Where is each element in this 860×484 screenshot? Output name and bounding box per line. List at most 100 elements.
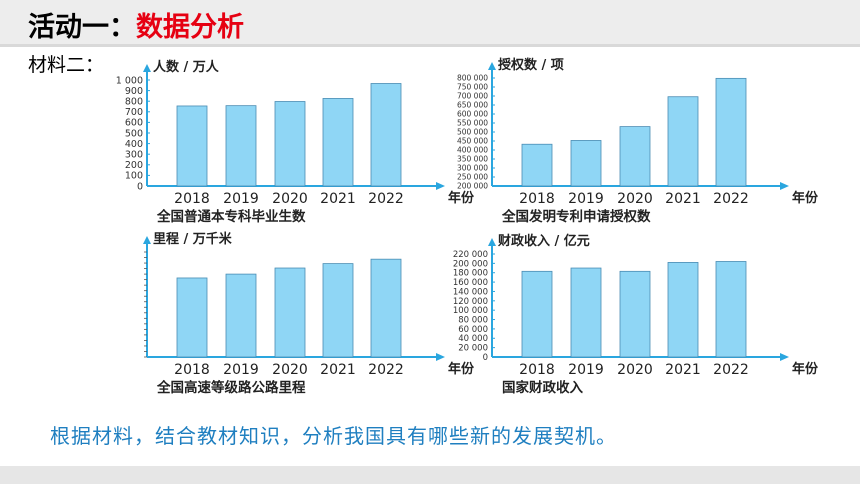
x-tick-label: 2019 bbox=[568, 362, 604, 378]
bar bbox=[274, 267, 306, 358]
bar bbox=[715, 77, 747, 187]
y-tick-label: 120 000 bbox=[453, 297, 488, 307]
y-tick-label: 300 bbox=[125, 150, 143, 161]
y-tick-label: 900 bbox=[125, 86, 143, 97]
x-tick-label: 2018 bbox=[174, 362, 210, 378]
y-axis-label: 里程 / 万千米 bbox=[153, 231, 233, 247]
page-title: 活动一：数据分析 bbox=[28, 5, 244, 44]
x-tick-label: 2018 bbox=[519, 362, 555, 378]
x-tick-label: 2022 bbox=[368, 191, 404, 207]
x-axis-label: 年份 bbox=[792, 190, 819, 206]
x-tick-label: 2020 bbox=[272, 191, 308, 207]
bar bbox=[176, 277, 208, 358]
chart-title: 全国高速等级路公路里程 bbox=[156, 379, 306, 396]
x-tick-label: 2018 bbox=[519, 191, 555, 207]
y-tick-label: 140 000 bbox=[453, 287, 488, 297]
chart-title: 全国普通本专科毕业生数 bbox=[156, 208, 306, 225]
y-tick-label: 650 000 bbox=[457, 101, 488, 110]
x-tick-label: 2021 bbox=[665, 191, 701, 207]
y-tick-label: 600 000 bbox=[457, 110, 488, 119]
y-tick-label: 80 000 bbox=[458, 316, 488, 326]
y-tick-label: 700 bbox=[125, 107, 143, 118]
y-tick-label: 20 000 bbox=[458, 344, 488, 354]
y-tick-label: 160 000 bbox=[453, 278, 488, 288]
bar bbox=[619, 126, 651, 187]
y-tick-label: 450 000 bbox=[457, 137, 488, 146]
footer-bar bbox=[0, 466, 860, 484]
y-tick-label: 400 000 bbox=[457, 146, 488, 155]
y-tick-label: 60 000 bbox=[458, 325, 488, 335]
bar bbox=[322, 263, 354, 358]
bar bbox=[322, 98, 354, 187]
x-tick-label: 2021 bbox=[320, 191, 356, 207]
x-tick-label: 2019 bbox=[223, 362, 259, 378]
y-tick-label: 100 000 bbox=[453, 306, 488, 316]
bar bbox=[274, 101, 306, 187]
header-bar bbox=[0, 0, 860, 44]
y-tick-label: 700 000 bbox=[457, 92, 488, 101]
bar bbox=[570, 267, 602, 358]
x-tick-label: 2021 bbox=[665, 362, 701, 378]
x-tick-label: 2019 bbox=[223, 191, 259, 207]
y-tick-label: 500 000 bbox=[457, 128, 488, 137]
x-tick-label: 2019 bbox=[568, 191, 604, 207]
y-tick-label: 0 bbox=[137, 181, 143, 192]
x-axis-label: 年份 bbox=[792, 361, 819, 377]
bar bbox=[176, 105, 208, 187]
y-tick-label: 400 bbox=[125, 139, 143, 150]
x-axis-label: 年份 bbox=[448, 190, 475, 206]
x-axis-arrow-icon bbox=[780, 353, 789, 361]
y-tick-label: 200 000 bbox=[453, 259, 488, 269]
x-axis-arrow-icon bbox=[436, 353, 445, 361]
chart-title: 全国发明专利申请授权数 bbox=[501, 208, 651, 225]
y-axis-arrow-icon bbox=[488, 238, 496, 246]
bar bbox=[370, 83, 402, 187]
y-axis-arrow-icon bbox=[143, 64, 151, 72]
material-label: 材料二： bbox=[28, 54, 105, 76]
bar bbox=[570, 140, 602, 187]
bar bbox=[667, 262, 699, 358]
y-axis-arrow-icon bbox=[488, 62, 496, 70]
bar bbox=[370, 258, 402, 358]
y-tick-label: 550 000 bbox=[457, 119, 488, 128]
x-axis-arrow-icon bbox=[436, 182, 445, 190]
y-tick-label: 600 bbox=[125, 118, 143, 129]
y-tick-label: 500 bbox=[125, 128, 143, 139]
x-tick-label: 2021 bbox=[320, 362, 356, 378]
question-text: 根据材料，结合教材知识，分析我国具有哪些新的发展契机。 bbox=[50, 424, 617, 448]
y-axis-label: 财政收入 / 亿元 bbox=[498, 233, 590, 249]
y-tick-label: 800 bbox=[125, 97, 143, 108]
y-tick-label: 250 000 bbox=[457, 173, 488, 182]
y-tick-label: 750 000 bbox=[457, 83, 488, 92]
bar bbox=[667, 96, 699, 187]
y-axis-label: 人数 / 万人 bbox=[153, 59, 220, 75]
y-tick-label: 0 bbox=[483, 353, 488, 363]
bar bbox=[521, 143, 553, 187]
y-tick-label: 200 bbox=[125, 160, 143, 171]
y-axis-arrow-icon bbox=[143, 236, 151, 244]
x-axis-arrow-icon bbox=[780, 182, 789, 190]
y-tick-label: 300 000 bbox=[457, 164, 488, 173]
title-prefix: 活动一： bbox=[28, 12, 136, 43]
y-tick-label: 800 000 bbox=[457, 74, 488, 83]
x-tick-label: 2022 bbox=[713, 362, 749, 378]
x-tick-label: 2018 bbox=[174, 191, 210, 207]
y-axis-label: 授权数 / 项 bbox=[498, 57, 564, 73]
bar bbox=[225, 105, 257, 187]
y-tick-label: 1 000 bbox=[116, 75, 143, 86]
y-tick-label: 200 000 bbox=[457, 182, 488, 191]
bar bbox=[619, 270, 651, 358]
y-tick-label: 40 000 bbox=[458, 334, 488, 344]
title-main: 数据分析 bbox=[136, 12, 244, 43]
chart-title: 国家财政收入 bbox=[502, 379, 583, 396]
y-tick-label: 180 000 bbox=[453, 269, 488, 279]
bar bbox=[225, 273, 257, 358]
y-tick-label: 350 000 bbox=[457, 155, 488, 164]
bar bbox=[521, 270, 553, 358]
x-axis-label: 年份 bbox=[448, 361, 475, 377]
x-tick-label: 2020 bbox=[272, 362, 308, 378]
y-tick-label: 100 bbox=[125, 171, 143, 182]
x-tick-label: 2020 bbox=[617, 362, 653, 378]
x-tick-label: 2022 bbox=[368, 362, 404, 378]
